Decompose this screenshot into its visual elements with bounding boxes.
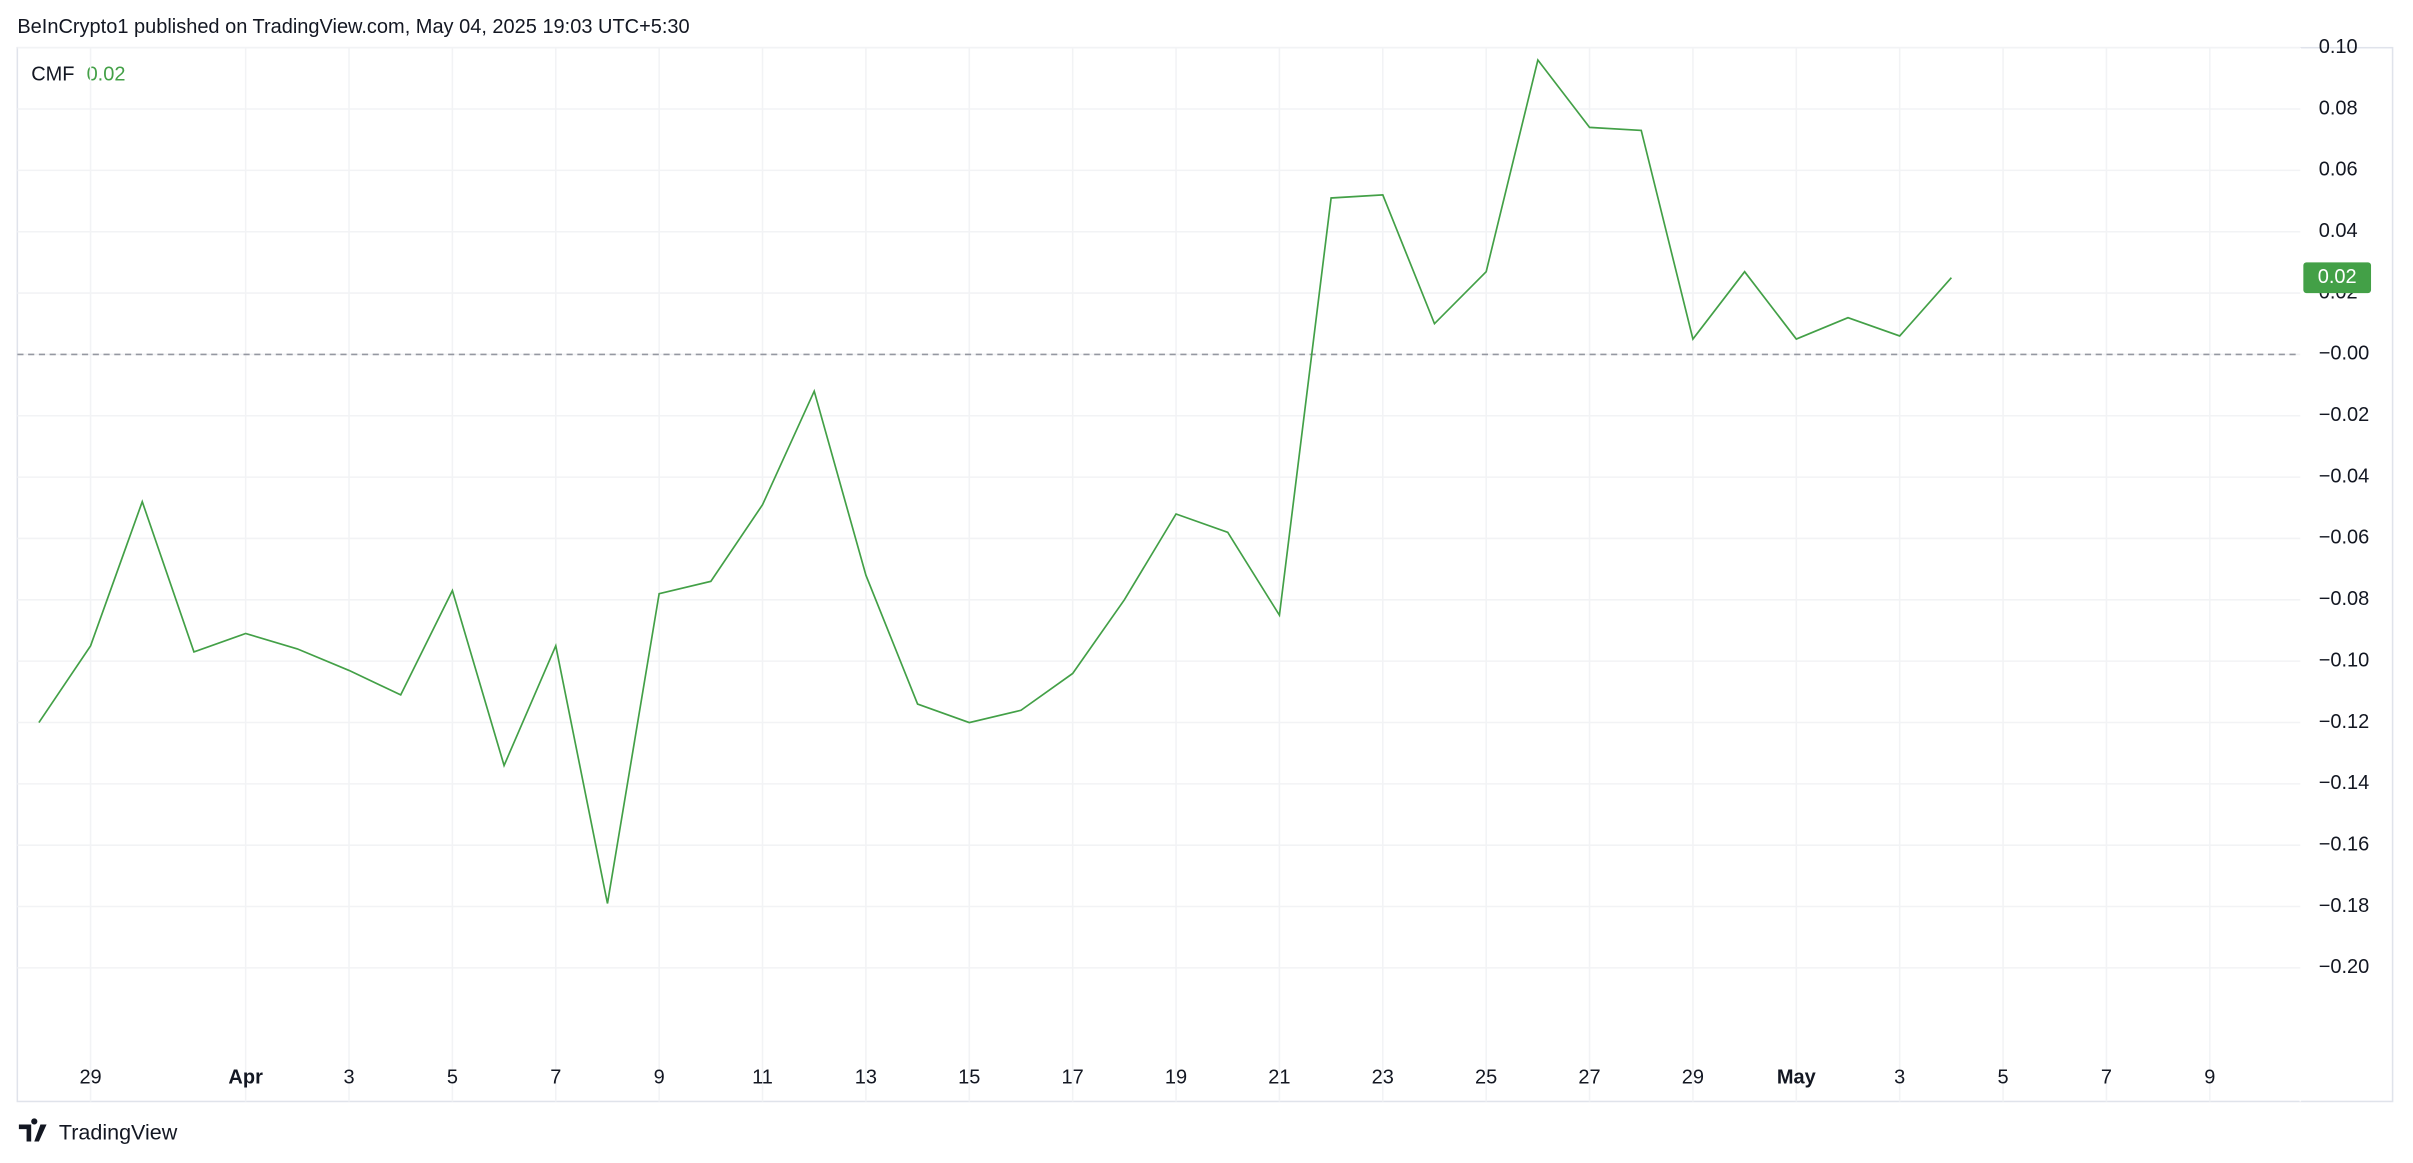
- y-tick-label: 0.04: [2319, 220, 2358, 242]
- y-tick-label: 0.10: [2319, 36, 2358, 58]
- y-tick-label: −0.02: [2319, 404, 2370, 426]
- y-tick-label: 0.06: [2319, 159, 2358, 181]
- x-tick-label: 11: [752, 1067, 773, 1089]
- x-tick-label: 3: [343, 1067, 354, 1089]
- grid: [17, 46, 2301, 1102]
- y-tick-label: −0.12: [2319, 711, 2370, 733]
- publish-header: BeInCrypto1 published on TradingView.com…: [17, 16, 689, 38]
- x-tick-label: 25: [1475, 1067, 1497, 1089]
- x-tick-label: 7: [2101, 1067, 2112, 1089]
- footer-logo: [18, 1118, 47, 1142]
- cmf-line: [38, 58, 1953, 904]
- y-tick-label: −0.20: [2319, 956, 2370, 978]
- x-tick-label: 13: [855, 1067, 877, 1089]
- x-tick-label: 5: [447, 1067, 458, 1089]
- x-tick-label: 3: [1894, 1067, 1905, 1089]
- x-tick-label: 9: [2204, 1067, 2215, 1089]
- y-tick-label: −0.16: [2319, 833, 2370, 855]
- x-tick-label: 21: [1268, 1067, 1290, 1089]
- x-tick-label: 5: [1998, 1067, 2009, 1089]
- x-tick-label: 15: [958, 1067, 980, 1089]
- x-tick-label: 17: [1062, 1067, 1084, 1089]
- x-tick-label: 19: [1165, 1067, 1187, 1089]
- x-tick-label: 9: [654, 1067, 665, 1089]
- x-tick-label: 27: [1578, 1067, 1600, 1089]
- x-tick-label: 29: [79, 1067, 101, 1089]
- price-tag: [2303, 262, 2372, 294]
- legend-value: 0.02: [87, 64, 126, 86]
- chart-frame: [16, 46, 2394, 1103]
- y-tick-label: −0.00: [2319, 343, 2370, 365]
- legend-name: CMF: [31, 64, 74, 86]
- y-tick-label: −0.10: [2319, 649, 2370, 671]
- x-tick-label: May: [1777, 1067, 1816, 1089]
- y-tick-label: 0.08: [2319, 97, 2358, 119]
- x-tick-label: 29: [1682, 1067, 1704, 1089]
- x-tick-label: 7: [550, 1067, 561, 1089]
- y-tick-label: −0.06: [2319, 527, 2370, 549]
- y-tick-label: −0.08: [2319, 588, 2370, 610]
- y-tick-label: −0.14: [2319, 772, 2370, 794]
- x-tick-label: Apr: [228, 1067, 263, 1089]
- x-tick-label: 23: [1372, 1067, 1394, 1089]
- y-tick-label: −0.04: [2319, 465, 2370, 487]
- price-tag-label: 0.02: [2318, 266, 2357, 288]
- footer-brand: TradingView: [59, 1120, 178, 1144]
- y-tick-label: −0.18: [2319, 895, 2370, 917]
